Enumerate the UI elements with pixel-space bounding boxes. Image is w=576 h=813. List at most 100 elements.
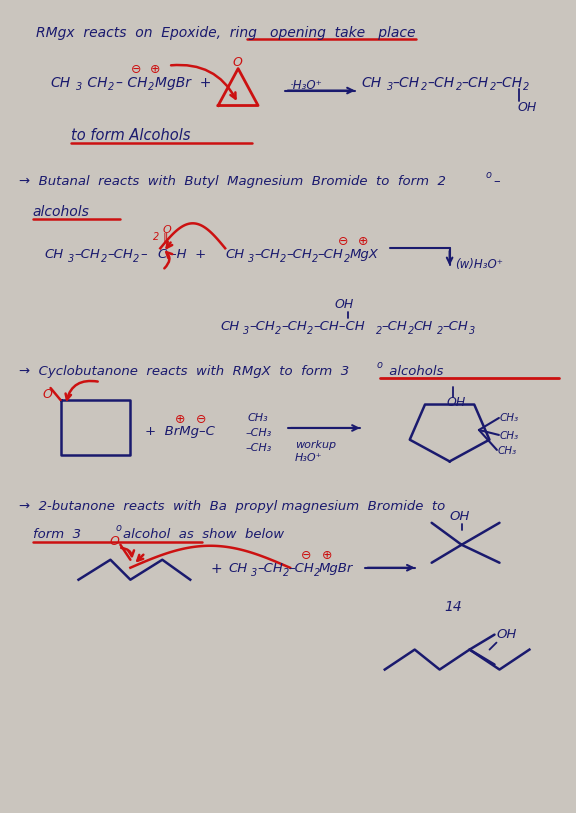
Text: →  2-butanone  reacts  with  Ba  propyl magnesium  Bromide  to: → 2-butanone reacts with Ba propyl magne…: [18, 500, 445, 513]
Text: 2: 2: [408, 326, 414, 336]
Text: alcohol  as  show  below: alcohol as show below: [123, 528, 285, 541]
Text: 2: 2: [134, 254, 139, 264]
Text: →  Cyclobutanone  reacts  with  RMgX  to  form  3: → Cyclobutanone reacts with RMgX to form…: [18, 365, 349, 378]
Text: 2: 2: [420, 81, 427, 92]
Text: –CH: –CH: [74, 248, 100, 261]
Text: OH: OH: [335, 298, 354, 311]
Text: –CH₃: –CH₃: [245, 443, 271, 453]
Text: 3: 3: [468, 326, 475, 336]
Text: ·H₃O⁺: ·H₃O⁺: [290, 79, 323, 92]
Text: alcohols: alcohols: [385, 365, 443, 378]
Text: 2: 2: [149, 81, 154, 92]
Text: 2: 2: [376, 326, 382, 336]
Text: –H  +: –H +: [170, 248, 207, 261]
Text: alcohols: alcohols: [33, 206, 89, 220]
Text: –CH–CH: –CH–CH: [313, 320, 365, 333]
Text: 3: 3: [243, 326, 249, 336]
Text: ⊖: ⊖: [196, 413, 207, 426]
Text: CH: CH: [44, 248, 64, 261]
Text: –CH: –CH: [382, 320, 408, 333]
Text: 2: 2: [153, 233, 160, 242]
Text: ⊖: ⊖: [130, 63, 141, 76]
Text: 3: 3: [248, 254, 255, 264]
Text: o: o: [486, 171, 491, 180]
Text: –CH: –CH: [108, 248, 133, 261]
Text: 2: 2: [275, 326, 281, 336]
Text: 2: 2: [312, 254, 318, 264]
Text: OH: OH: [450, 510, 470, 523]
Text: ‖: ‖: [162, 233, 168, 243]
Text: CH: CH: [228, 562, 248, 575]
Text: 2: 2: [344, 254, 350, 264]
Text: 2: 2: [100, 254, 107, 264]
Text: workup: workup: [295, 440, 336, 450]
Text: CH: CH: [362, 76, 382, 89]
Text: –CH: –CH: [318, 248, 344, 261]
Text: ⊕: ⊕: [150, 63, 161, 76]
Text: – CH: – CH: [116, 76, 148, 89]
Text: to form Alcohols: to form Alcohols: [70, 128, 190, 143]
Text: O: O: [109, 535, 119, 548]
Text: O: O: [232, 55, 242, 68]
Text: O: O: [43, 388, 52, 401]
Text: 2: 2: [283, 567, 289, 578]
Text: –CH: –CH: [442, 320, 468, 333]
Text: CH₃: CH₃: [500, 413, 519, 423]
Text: 2: 2: [314, 567, 320, 578]
Text: 14: 14: [445, 600, 463, 614]
Text: MgBr: MgBr: [319, 562, 353, 575]
Text: CH₃: CH₃: [498, 446, 517, 456]
Text: –CH: –CH: [461, 76, 488, 89]
Text: –CH: –CH: [281, 320, 307, 333]
Text: ⊕: ⊕: [322, 549, 332, 562]
Text: –: –: [141, 248, 147, 261]
Text: 3: 3: [251, 567, 257, 578]
Text: O: O: [162, 225, 171, 235]
Text: H₃O⁺: H₃O⁺: [295, 453, 323, 463]
Text: CH: CH: [225, 248, 244, 261]
Text: –: –: [494, 176, 500, 189]
Text: CH: CH: [220, 320, 240, 333]
Text: CH₃: CH₃: [500, 431, 519, 441]
Text: –CH: –CH: [254, 248, 280, 261]
Text: RMgx  reacts  on  Epoxide,  ring   opening  take   place: RMgx reacts on Epoxide, ring opening tak…: [36, 26, 415, 40]
Text: ⊖: ⊖: [338, 235, 348, 248]
Text: form  3: form 3: [33, 528, 81, 541]
Text: CH: CH: [51, 76, 71, 89]
Text: ⊖: ⊖: [301, 549, 312, 562]
Text: –CH: –CH: [427, 76, 455, 89]
Text: ⊕: ⊕: [175, 413, 186, 426]
Text: 2: 2: [280, 254, 286, 264]
Text: –CH: –CH: [249, 320, 275, 333]
Text: 2: 2: [307, 326, 313, 336]
Text: 2: 2: [524, 81, 530, 92]
Text: (w)H₃O⁺: (w)H₃O⁺: [454, 259, 503, 272]
Text: OH: OH: [517, 101, 537, 114]
Text: 2: 2: [437, 326, 443, 336]
Text: –CH: –CH: [257, 562, 283, 575]
Text: 3: 3: [386, 81, 393, 92]
Text: o: o: [115, 523, 122, 533]
Text: CH: CH: [84, 76, 108, 89]
Text: C: C: [157, 248, 166, 261]
Text: +: +: [210, 562, 222, 576]
Text: MgBr  +: MgBr +: [156, 76, 212, 89]
Text: o: o: [377, 360, 383, 370]
Text: ⊕: ⊕: [358, 235, 368, 248]
Text: CH₃: CH₃: [247, 413, 268, 423]
Text: OH: OH: [446, 396, 466, 409]
Text: 2: 2: [456, 81, 462, 92]
Text: –CH: –CH: [288, 562, 314, 575]
Text: 3: 3: [75, 81, 82, 92]
Text: –CH: –CH: [495, 76, 522, 89]
Text: MgX: MgX: [350, 248, 379, 261]
Text: OH: OH: [497, 628, 517, 641]
Text: –CH₃: –CH₃: [245, 428, 271, 438]
Text: 2: 2: [490, 81, 496, 92]
Text: –CH: –CH: [286, 248, 312, 261]
Text: CH: CH: [414, 320, 433, 333]
Text: +  BrMg–C: + BrMg–C: [145, 425, 215, 438]
Text: –CH: –CH: [393, 76, 420, 89]
Text: →  Butanal  reacts  with  Butyl  Magnesium  Bromide  to  form  2: → Butanal reacts with Butyl Magnesium Br…: [18, 176, 445, 189]
Text: 2: 2: [108, 81, 115, 92]
